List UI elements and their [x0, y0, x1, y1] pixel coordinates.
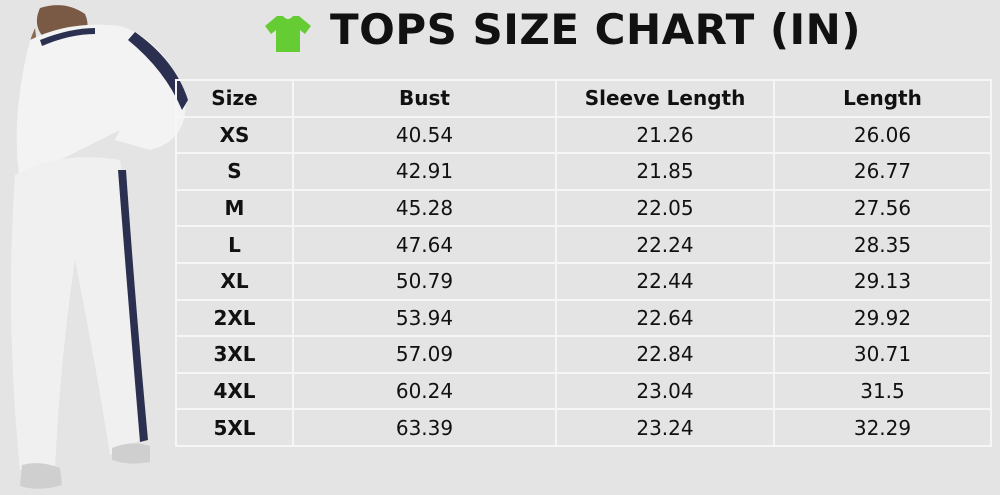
- measure-cell: 27.56: [773, 188, 992, 228]
- table-row: S 42.91 21.85 26.77: [175, 152, 992, 191]
- measure-cell: 60.24: [292, 371, 557, 411]
- measure-cell: 29.13: [773, 261, 992, 301]
- table-row: 4XL 60.24 23.04 31.5: [175, 371, 992, 411]
- size-cell: XL: [175, 261, 294, 301]
- size-cell: 5XL: [175, 408, 294, 447]
- column-header: Size: [175, 79, 294, 118]
- size-cell: 3XL: [175, 335, 294, 374]
- table-row: 3XL 57.09 22.84 30.71: [175, 335, 992, 374]
- table-row: L 47.64 22.24 28.35: [175, 225, 992, 264]
- header-row: Size Bust Sleeve Length Length: [175, 79, 992, 118]
- table-row: 2XL 53.94 22.64 29.92: [175, 298, 992, 338]
- measure-cell: 50.79: [292, 261, 557, 301]
- tshirt-icon: [265, 16, 311, 52]
- measure-cell: 21.26: [555, 115, 775, 155]
- measure-cell: 22.84: [555, 335, 775, 374]
- measure-cell: 22.05: [555, 188, 775, 228]
- size-cell: M: [175, 188, 294, 228]
- measure-cell: 32.29: [773, 408, 992, 447]
- size-table: Size Bust Sleeve Length Length XS 40.54 21.26…: [175, 79, 992, 447]
- measure-cell: 22.24: [555, 225, 775, 264]
- measure-cell: 57.09: [292, 335, 557, 374]
- measure-cell: 23.04: [555, 371, 775, 411]
- measure-cell: 45.28: [292, 188, 557, 228]
- measure-cell: 26.77: [773, 152, 992, 191]
- table-body: XS 40.54 21.26 26.06 S 42.91 21.85 26.77 M 45.28 2…: [175, 115, 992, 447]
- model-photo: [11, 5, 188, 489]
- measure-cell: 53.94: [292, 298, 557, 338]
- size-cell: L: [175, 225, 294, 264]
- measure-cell: 21.85: [555, 152, 775, 191]
- measure-cell: 47.64: [292, 225, 557, 264]
- table-row: 5XL 63.39 23.24 32.29: [175, 408, 992, 447]
- chart-title: TOPS SIZE CHART (IN): [330, 5, 862, 54]
- measure-cell: 40.54: [292, 115, 557, 155]
- measure-cell: 63.39: [292, 408, 557, 447]
- measure-cell: 30.71: [773, 335, 992, 374]
- size-cell: 2XL: [175, 298, 294, 338]
- size-cell: XS: [175, 115, 294, 155]
- measure-cell: 28.35: [773, 225, 992, 264]
- column-header: Sleeve Length: [555, 79, 775, 118]
- table-row: XL 50.79 22.44 29.13: [175, 261, 992, 301]
- column-header: Length: [773, 79, 992, 118]
- measure-cell: 22.64: [555, 298, 775, 338]
- measure-cell: 42.91: [292, 152, 557, 191]
- measure-cell: 26.06: [773, 115, 992, 155]
- column-header: Bust: [292, 79, 557, 118]
- size-cell: S: [175, 152, 294, 191]
- table-row: M 45.28 22.05 27.56: [175, 188, 992, 228]
- size-cell: 4XL: [175, 371, 294, 411]
- table-row: XS 40.54 21.26 26.06: [175, 115, 992, 155]
- measure-cell: 31.5: [773, 371, 992, 411]
- measure-cell: 29.92: [773, 298, 992, 338]
- measure-cell: 22.44: [555, 261, 775, 301]
- measure-cell: 23.24: [555, 408, 775, 447]
